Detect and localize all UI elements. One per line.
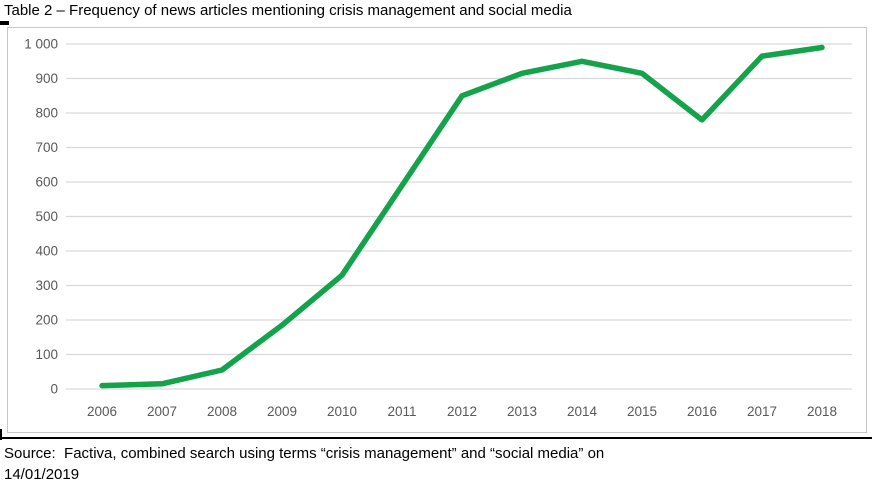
x-axis-tick-label: 2018 <box>807 404 837 419</box>
y-axis-tick-label: 1 000 <box>24 37 58 52</box>
chart-panel: 0 100 200 300 400 500 600 700 800 900 1 000 2006 200… <box>7 27 867 433</box>
y-axis-tick-label: 900 <box>35 71 58 86</box>
y-axis-tick-label: 0 <box>50 382 58 397</box>
y-axis-tick-label: 500 <box>35 209 58 224</box>
y-axis-tick-label: 400 <box>35 244 58 259</box>
x-axis-tick-label: 2006 <box>87 404 117 419</box>
x-axis-tick-label: 2012 <box>447 404 477 419</box>
table-border-tick <box>0 21 9 25</box>
source-line: Source: Factiva, combined search using t… <box>4 445 605 462</box>
x-axis-tick-label: 2010 <box>327 404 357 419</box>
source-date: 14/01/2019 <box>4 466 80 483</box>
y-axis-tick-label: 700 <box>35 140 58 155</box>
series-line <box>99 44 825 389</box>
figure-caption: Table 2 – Frequency of news articles men… <box>4 2 572 19</box>
y-axis-tick-label: 200 <box>35 313 58 328</box>
x-axis-tick-label: 2017 <box>747 404 777 419</box>
chart-svg: 0 100 200 300 400 500 600 700 800 900 1 000 2006 200… <box>24 37 852 419</box>
x-axis-tick-label: 2007 <box>147 404 177 419</box>
y-axis-tick-label: 800 <box>35 106 58 121</box>
y-axis-tick-label: 100 <box>35 347 58 362</box>
source-text: Source: Factiva, combined search using t… <box>4 443 864 485</box>
x-axis-tick-label: 2016 <box>687 404 717 419</box>
x-axis-tick-label: 2011 <box>387 404 416 419</box>
x-axis-tick-label: 2008 <box>207 404 237 419</box>
y-axis-tick-label: 300 <box>35 278 58 293</box>
x-axis-tick-label: 2014 <box>567 404 598 419</box>
x-axis-tick-label: 2013 <box>507 404 537 419</box>
table-border-corner <box>0 429 2 440</box>
x-axis-tick-label: 2009 <box>267 404 297 419</box>
x-axis-tick-label: 2015 <box>627 404 657 419</box>
table-border-line <box>0 437 872 439</box>
y-axis-tick-label: 600 <box>35 175 58 190</box>
